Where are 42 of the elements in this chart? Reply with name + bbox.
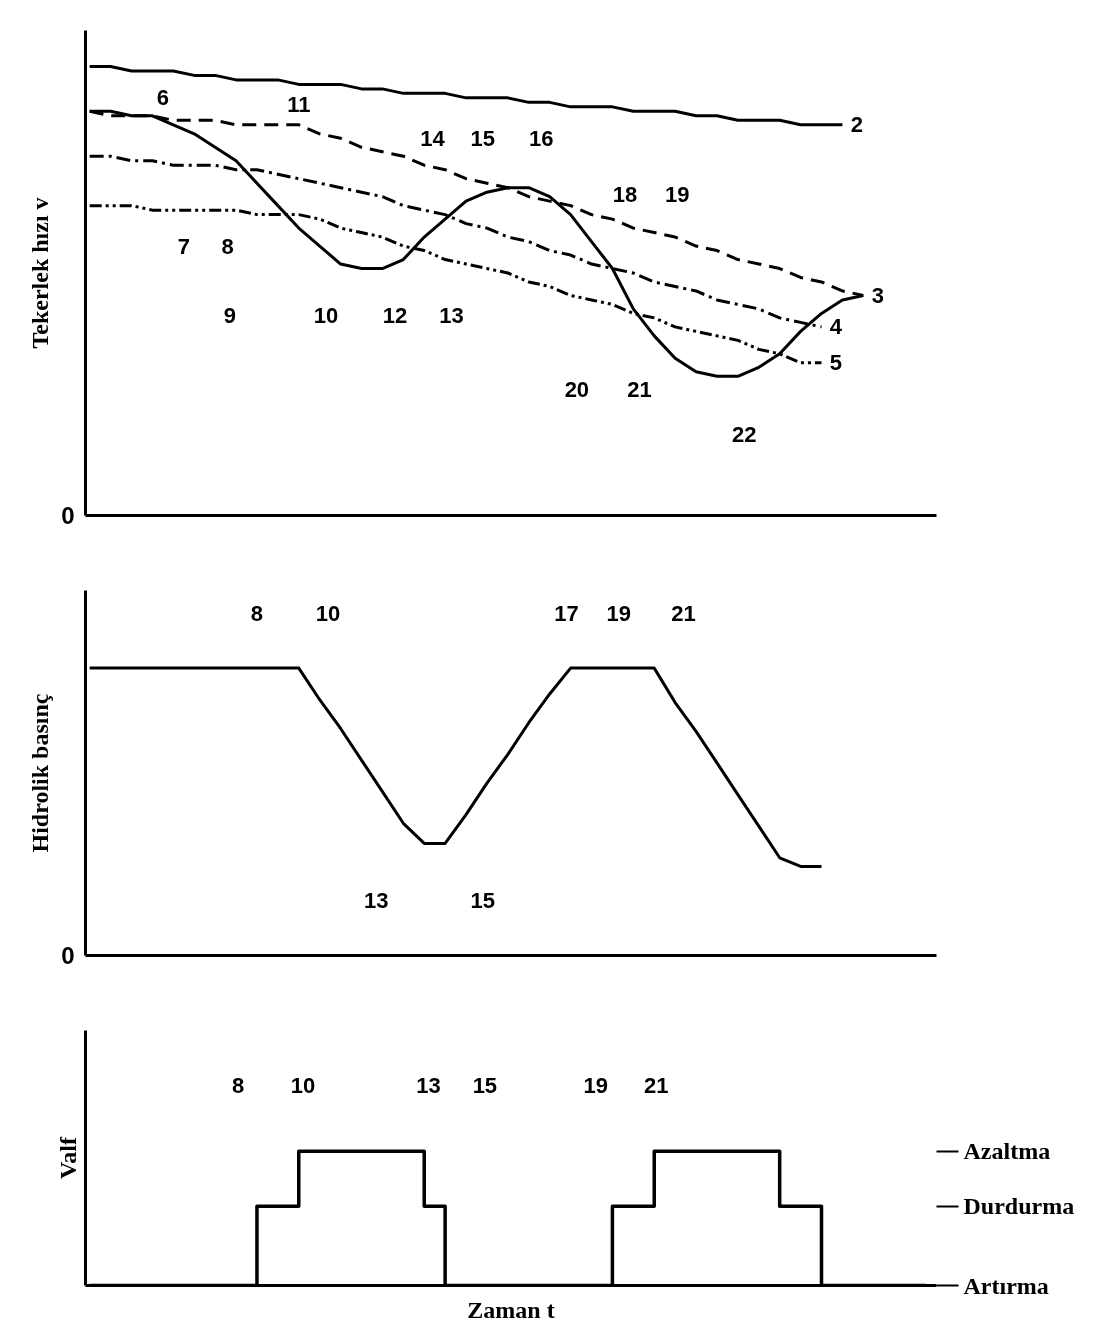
text: 13 — [416, 1073, 441, 1099]
annotation: 8 — [221, 233, 234, 259]
text: 19 — [583, 1073, 608, 1099]
text: 8 — [250, 600, 264, 626]
annotation: 14 — [420, 125, 446, 151]
annotation: 10 — [313, 303, 339, 329]
text: Artırma — [963, 1272, 1049, 1299]
annotation: 20 — [564, 377, 590, 403]
annotation: 22 — [731, 422, 757, 448]
y-axis-title: Valf — [54, 1136, 81, 1179]
x-axis-title: Zaman t — [467, 1296, 555, 1323]
text: Azaltma — [963, 1138, 1051, 1165]
series-label: 3 — [871, 282, 884, 308]
text: Durdurma — [963, 1193, 1075, 1220]
annotation: 9 — [223, 303, 236, 329]
annotation: 21 — [627, 377, 652, 403]
annotation: 16 — [529, 125, 554, 151]
text: 15 — [472, 1073, 498, 1099]
text: 21 — [644, 1073, 669, 1099]
y-axis-title: Hidrolik basınç — [27, 693, 54, 853]
annotation: 13 — [439, 303, 464, 329]
text: 17 — [554, 600, 579, 626]
text: 0 — [61, 502, 75, 529]
annotation: 18 — [612, 181, 638, 207]
annotation: 13 — [363, 888, 389, 914]
text: 0 — [61, 942, 75, 969]
series-label: 4 — [829, 314, 843, 340]
annotation: 12 — [382, 303, 408, 329]
annotation: 19 — [664, 181, 690, 207]
series-label: 5 — [829, 350, 843, 376]
text: 21 — [671, 600, 696, 626]
annotation: 7 — [177, 233, 190, 259]
text: 19 — [606, 600, 631, 626]
y-axis-title: Tekerlek hızı v — [27, 197, 54, 349]
text: 10 — [315, 600, 341, 626]
annotation: 15 — [470, 125, 496, 151]
series-label: 2 — [850, 112, 864, 138]
annotation: 6 — [156, 85, 169, 111]
text: 10 — [290, 1073, 316, 1099]
annotation: 11 — [287, 92, 311, 118]
text: 8 — [232, 1073, 245, 1099]
annotation: 15 — [470, 888, 496, 914]
